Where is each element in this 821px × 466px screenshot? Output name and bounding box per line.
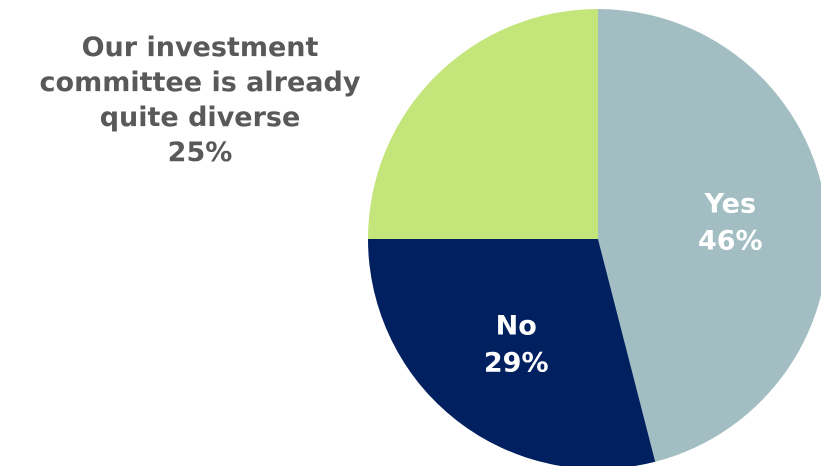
slice-label-diverse-line-2: committee is already bbox=[39, 67, 361, 98]
slice-label-no: No bbox=[496, 310, 537, 341]
slice-label-diverse-line-1: Our investment bbox=[81, 32, 319, 63]
slice-value-no: 29% bbox=[484, 347, 549, 378]
pie-slice-yes bbox=[598, 9, 821, 462]
slice-label-yes: Yes bbox=[704, 188, 756, 219]
pie-slice-diverse bbox=[368, 9, 598, 239]
pie-slice-no bbox=[368, 239, 656, 466]
slice-value-yes: 46% bbox=[698, 225, 763, 256]
slice-label-diverse: Our investment committee is already quit… bbox=[8, 30, 392, 170]
slice-value-diverse: 25% bbox=[167, 137, 233, 168]
slice-label-diverse-line-3: quite diverse bbox=[99, 102, 301, 133]
